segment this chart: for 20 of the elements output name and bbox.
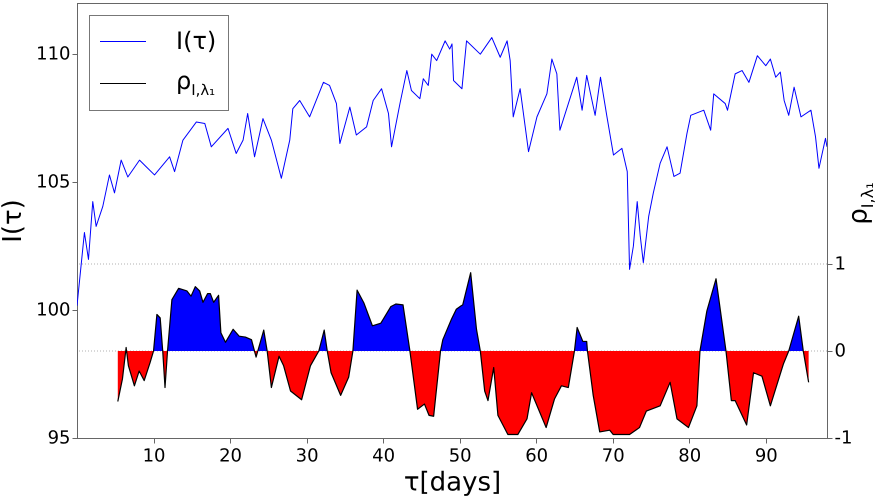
x-tick-label: 70 [602, 446, 625, 466]
x-tick-label: 60 [525, 446, 548, 466]
y2-tick-label: 1 [834, 254, 846, 274]
x-tick-label: 50 [448, 446, 472, 466]
y-tick-label: 100 [36, 300, 70, 321]
y-tick-label: 105 [36, 172, 70, 193]
x-tick-label: 20 [219, 446, 242, 466]
y2-tick-label: 0 [834, 340, 846, 362]
x-axis-title: τ[days] [404, 468, 502, 497]
y2-tick-label: -1 [834, 428, 852, 448]
y-axis-title: I(τ) [0, 199, 28, 243]
y-tick-label: 95 [48, 428, 70, 448]
y-tick-label: 110 [36, 44, 70, 65]
legend-label: I(τ) [176, 27, 216, 55]
x-tick-label: 10 [142, 446, 166, 466]
x-tick-label: 90 [754, 446, 778, 466]
legend-label: ρ$_{I,λ₁}$ [176, 67, 216, 99]
x-tick-label: 40 [372, 446, 396, 466]
x-tick-label: 80 [678, 446, 702, 466]
x-tick-label: 30 [296, 446, 319, 466]
